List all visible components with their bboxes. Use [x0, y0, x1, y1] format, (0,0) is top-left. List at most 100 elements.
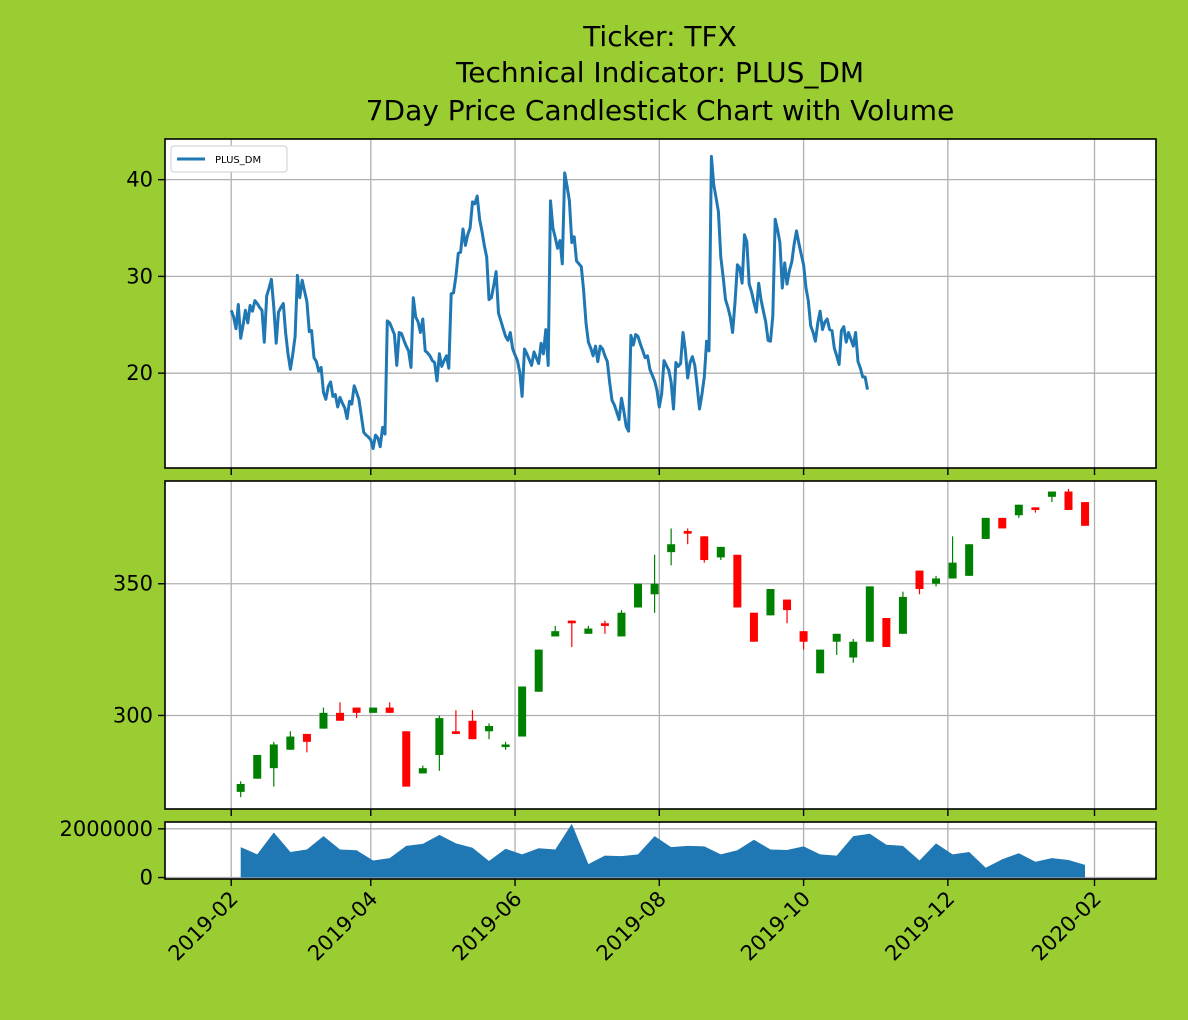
candle-body: [965, 544, 974, 576]
candle: [501, 741, 510, 750]
candle-body: [385, 707, 394, 713]
candle-body: [1047, 491, 1056, 497]
y-tick-label: 30: [126, 264, 153, 288]
x-tick-label: 2020-02: [1027, 887, 1106, 966]
candle: [948, 536, 957, 579]
candle: [551, 625, 560, 637]
x-tick-label: 2019-12: [880, 887, 959, 966]
candle: [1014, 504, 1023, 518]
candle-body: [1014, 504, 1023, 516]
volume-frame: [164, 821, 1157, 880]
candle-body: [551, 631, 560, 637]
candle: [385, 702, 394, 713]
candle: [534, 649, 543, 692]
candle-body: [749, 612, 758, 642]
legend-label: PLUS_DM: [215, 155, 261, 166]
legend-box: [170, 145, 288, 173]
candle: [485, 723, 494, 740]
indicator-frame: [164, 138, 1157, 469]
candle: [518, 686, 527, 737]
candle-body: [435, 718, 444, 755]
candle-body: [733, 554, 742, 608]
candle-body: [882, 617, 891, 647]
candle: [700, 536, 709, 563]
candle-body: [865, 586, 874, 642]
x-tick-label: 2019-08: [592, 887, 671, 966]
candle-body: [700, 536, 709, 561]
candle-body: [617, 612, 626, 637]
candle-body: [650, 583, 659, 595]
candle: [683, 528, 692, 545]
candle: [998, 517, 1007, 529]
candle-body: [1064, 491, 1073, 510]
candle-body: [451, 731, 460, 734]
candle: [451, 710, 460, 734]
candle-body: [534, 649, 543, 692]
title-line-3: 7Day Price Candlestick Chart with Volume: [366, 94, 955, 127]
plus-dm-line: [229, 154, 869, 451]
title-line-1: Ticker: TFX: [582, 20, 737, 53]
candle-body: [485, 726, 494, 732]
candle: [468, 710, 477, 740]
candle-body: [236, 783, 245, 792]
candle-body: [269, 744, 278, 769]
candle-body: [501, 744, 510, 748]
price-grid: [165, 481, 1156, 809]
candle-body: [932, 578, 941, 584]
candle-body: [1081, 502, 1090, 526]
x-tick-label: 2019-06: [448, 887, 527, 966]
candle: [766, 589, 775, 616]
candle-body: [336, 712, 345, 721]
candle: [435, 715, 444, 771]
price-candles: [236, 488, 1090, 798]
candle: [716, 546, 725, 561]
candle: [286, 731, 295, 750]
candle-body: [832, 633, 841, 642]
candle: [418, 765, 427, 774]
candle-body: [948, 562, 957, 579]
candle-body: [418, 768, 427, 774]
indicator-series: [229, 154, 869, 451]
y-tick-label: 350: [113, 572, 153, 596]
candle: [600, 620, 609, 634]
candle-body: [584, 628, 593, 634]
candle-body: [600, 623, 609, 626]
y-tick-label: 0: [140, 866, 153, 890]
candle: [932, 575, 941, 587]
indicator-x-ticks: [230, 468, 1096, 475]
candle: [981, 517, 990, 539]
candle: [832, 633, 841, 655]
chart-title: Ticker: TFX Technical Indicator: PLUS_DM…: [366, 20, 955, 127]
candle: [369, 707, 378, 713]
candle: [882, 617, 891, 647]
candle: [898, 591, 907, 634]
candle-body: [253, 754, 262, 779]
candle-body: [634, 583, 643, 608]
candle: [650, 554, 659, 613]
candle: [799, 631, 808, 650]
candle: [584, 625, 593, 634]
y-tick-label: 20: [126, 361, 153, 385]
price-y-ticks: 300 350: [113, 572, 165, 727]
candle: [1064, 488, 1073, 510]
indicator-y-ticks: 20 30 40: [126, 168, 165, 385]
candle-body: [518, 686, 527, 737]
candle-body: [783, 599, 792, 611]
x-tick-label: 2019-10: [736, 887, 815, 966]
candle: [269, 741, 278, 787]
candle-body: [766, 589, 775, 616]
candle-body: [981, 517, 990, 539]
candle: [865, 586, 874, 642]
candle: [319, 707, 328, 729]
candle: [1047, 491, 1056, 503]
candle: [849, 639, 858, 663]
candle: [816, 649, 825, 674]
candle-body: [898, 596, 907, 634]
candle-body: [849, 641, 858, 658]
price-panel: 300 350: [113, 480, 1157, 816]
candle: [336, 702, 345, 721]
y-tick-label: 2000000: [59, 817, 153, 841]
candle: [402, 731, 411, 787]
